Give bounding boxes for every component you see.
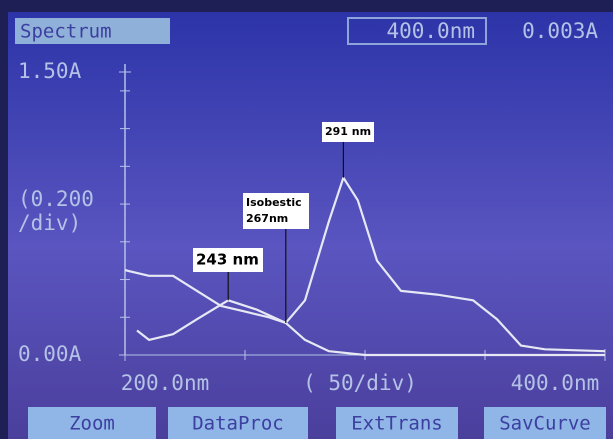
y-tick-label: 1.50A [18,59,82,83]
x-scale-label: ( 50/div) [303,371,417,395]
annotation-text: 267nm [246,212,288,225]
spectrum-curve [136,176,606,353]
softkey[interactable] [336,407,458,439]
softkey-label[interactable]: SavCurve [499,413,591,435]
annotation-text: 291 nm [325,125,371,138]
absorbance-readout: 0.003A [522,19,598,43]
softkey[interactable] [168,407,308,439]
annotation-text: Isobestic [246,196,302,209]
y-scale-label: /div) [18,211,81,235]
y-tick-label: 0.00A [18,342,82,366]
title-box [15,18,170,44]
softkey[interactable] [28,407,156,439]
annotation-box [193,248,263,272]
softkey-label[interactable]: DataProc [192,413,284,435]
softkey-label[interactable]: Zoom [69,413,115,435]
softkey-label[interactable]: ExtTrans [351,413,443,435]
annotation-box [243,193,309,229]
annotation-box [322,122,374,142]
x-tick-label: 200.0nm [121,371,210,395]
spectrum-curve [124,269,605,357]
screen-title: Spectrum [20,21,112,43]
y-scale-label: (0.200 [18,187,94,211]
wavelength-readout: 400.0nm [386,19,475,43]
softkey[interactable] [484,407,606,439]
x-tick-label: 400.0nm [511,371,600,395]
annotation-text: 243 nm [196,251,259,269]
wavelength-box [347,17,487,45]
screen [8,12,613,439]
